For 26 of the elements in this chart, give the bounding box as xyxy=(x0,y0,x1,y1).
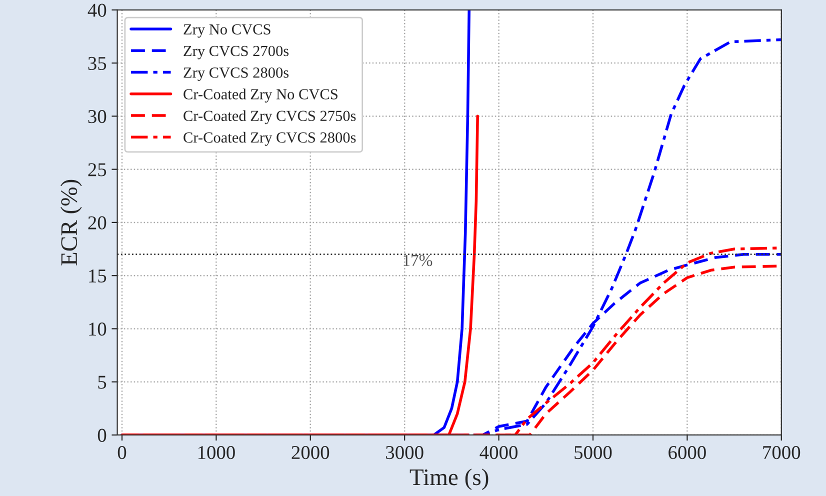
ref-line-label: 17% xyxy=(404,254,432,266)
x-axis-title: Time (s) xyxy=(410,468,488,490)
legend-label: Cr-Coated Zry No CVCS xyxy=(184,88,338,103)
y-tick-label: 20 xyxy=(88,216,106,230)
y-tick-label: 5 xyxy=(98,376,106,389)
y-tick-label: 0 xyxy=(98,428,106,442)
x-tick-label: 1000 xyxy=(198,446,235,460)
y-axis-title: ECR (%) xyxy=(60,180,82,266)
legend-label: Zry CVCS 2700s xyxy=(184,46,289,60)
x-tick-label: 7000 xyxy=(763,446,800,460)
x-tick-label: 3000 xyxy=(386,446,424,460)
legend-label: Cr-Coated Zry CVCS 2750s xyxy=(184,110,356,124)
legend-label: Cr-Coated Zry CVCS 2800s xyxy=(184,132,356,146)
y-tick-label: 40 xyxy=(88,4,106,17)
x-tick-label: 5000 xyxy=(574,446,612,460)
x-tick-label: 6000 xyxy=(668,446,706,460)
legend-label: Zry CVCS 2800s xyxy=(184,67,289,81)
x-tick-label: 0 xyxy=(118,446,126,460)
x-tick-label: 4000 xyxy=(480,446,518,460)
y-tick-label: 30 xyxy=(88,110,106,124)
y-tick-label: 35 xyxy=(88,56,106,70)
legend-label: Zry No CVCS xyxy=(184,24,270,38)
y-tick-label: 15 xyxy=(89,270,106,283)
y-tick-label: 10 xyxy=(89,322,106,336)
x-tick-label: 2000 xyxy=(292,446,330,460)
y-tick-label: 25 xyxy=(88,163,106,176)
